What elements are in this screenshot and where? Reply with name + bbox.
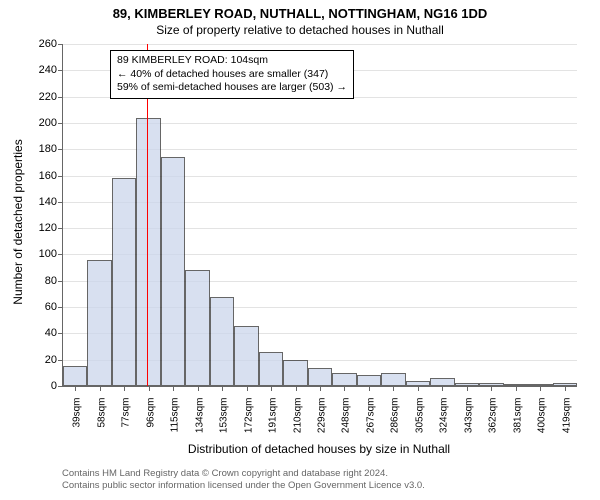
x-tick-label: 58sqm xyxy=(96,396,107,448)
histogram-bar xyxy=(234,326,258,387)
chart-subtitle: Size of property relative to detached ho… xyxy=(0,21,600,37)
x-tick-label: 96sqm xyxy=(145,396,156,448)
x-tick-label: 305sqm xyxy=(414,396,425,448)
x-tick-mark xyxy=(75,386,76,391)
x-tick-label: 286sqm xyxy=(390,396,401,448)
histogram-bar xyxy=(332,373,356,386)
y-tick-label: 180 xyxy=(39,143,63,155)
x-tick-mark xyxy=(344,386,345,391)
histogram-bar xyxy=(161,157,185,386)
y-tick-label: 140 xyxy=(39,196,63,208)
attribution-line-2: Contains public sector information licen… xyxy=(62,480,425,492)
x-tick-mark xyxy=(393,386,394,391)
y-tick-label: 120 xyxy=(39,222,63,234)
histogram-bar xyxy=(210,297,234,386)
y-tick-label: 60 xyxy=(45,301,63,313)
x-tick-mark xyxy=(467,386,468,391)
y-tick-label: 20 xyxy=(45,354,63,366)
x-tick-label: 191sqm xyxy=(268,396,279,448)
y-tick-label: 0 xyxy=(51,380,63,392)
x-tick-label: 324sqm xyxy=(439,396,450,448)
x-tick-mark xyxy=(198,386,199,391)
histogram-bar xyxy=(381,373,405,386)
x-tick-mark xyxy=(516,386,517,391)
x-tick-label: 400sqm xyxy=(537,396,548,448)
x-tick-label: 153sqm xyxy=(219,396,230,448)
histogram-bar xyxy=(63,366,87,386)
x-axis-title: Distribution of detached houses by size … xyxy=(62,442,576,456)
histogram-bar xyxy=(357,375,381,386)
x-tick-label: 210sqm xyxy=(292,396,303,448)
x-tick-label: 134sqm xyxy=(194,396,205,448)
y-tick-label: 260 xyxy=(39,38,63,50)
chart-container: 89, KIMBERLEY ROAD, NUTHALL, NOTTINGHAM,… xyxy=(0,0,600,500)
y-tick-label: 100 xyxy=(39,248,63,260)
x-tick-label: 267sqm xyxy=(365,396,376,448)
histogram-bar xyxy=(185,270,209,386)
x-tick-label: 77sqm xyxy=(121,396,132,448)
x-tick-mark xyxy=(565,386,566,391)
x-tick-mark xyxy=(149,386,150,391)
annotation-line: 59% of semi-detached houses are larger (… xyxy=(117,81,347,95)
x-tick-label: 419sqm xyxy=(561,396,572,448)
grid-line xyxy=(63,44,577,45)
x-tick-mark xyxy=(320,386,321,391)
x-tick-label: 381sqm xyxy=(512,396,523,448)
x-tick-mark xyxy=(369,386,370,391)
x-tick-label: 362sqm xyxy=(488,396,499,448)
histogram-bar xyxy=(283,360,307,386)
x-tick-mark xyxy=(247,386,248,391)
x-tick-mark xyxy=(222,386,223,391)
attribution-line-1: Contains HM Land Registry data © Crown c… xyxy=(62,468,425,480)
histogram-bar xyxy=(308,368,332,386)
x-tick-label: 229sqm xyxy=(317,396,328,448)
x-tick-mark xyxy=(124,386,125,391)
y-tick-label: 40 xyxy=(45,327,63,339)
x-tick-label: 172sqm xyxy=(243,396,254,448)
x-tick-mark xyxy=(296,386,297,391)
x-tick-label: 248sqm xyxy=(341,396,352,448)
annotation-line: ← 40% of detached houses are smaller (34… xyxy=(117,68,347,82)
y-axis-title: Number of detached properties xyxy=(11,122,25,322)
x-tick-label: 115sqm xyxy=(170,396,181,448)
x-tick-mark xyxy=(442,386,443,391)
y-tick-label: 80 xyxy=(45,275,63,287)
y-tick-label: 160 xyxy=(39,170,63,182)
x-tick-mark xyxy=(491,386,492,391)
x-tick-label: 343sqm xyxy=(463,396,474,448)
x-tick-mark xyxy=(540,386,541,391)
histogram-bar xyxy=(259,352,283,386)
x-tick-mark xyxy=(271,386,272,391)
histogram-bar xyxy=(112,178,136,386)
histogram-bar xyxy=(136,118,160,386)
attribution-text: Contains HM Land Registry data © Crown c… xyxy=(62,468,425,493)
histogram-bar xyxy=(430,378,454,386)
annotation-box: 89 KIMBERLEY ROAD: 104sqm← 40% of detach… xyxy=(110,50,354,99)
y-tick-label: 220 xyxy=(39,91,63,103)
histogram-bar xyxy=(87,260,111,386)
x-tick-label: 39sqm xyxy=(72,396,83,448)
y-tick-label: 200 xyxy=(39,117,63,129)
x-tick-mark xyxy=(418,386,419,391)
chart-title: 89, KIMBERLEY ROAD, NUTHALL, NOTTINGHAM,… xyxy=(0,0,600,21)
y-tick-label: 240 xyxy=(39,64,63,76)
x-tick-mark xyxy=(100,386,101,391)
x-tick-mark xyxy=(173,386,174,391)
annotation-line: 89 KIMBERLEY ROAD: 104sqm xyxy=(117,54,347,68)
